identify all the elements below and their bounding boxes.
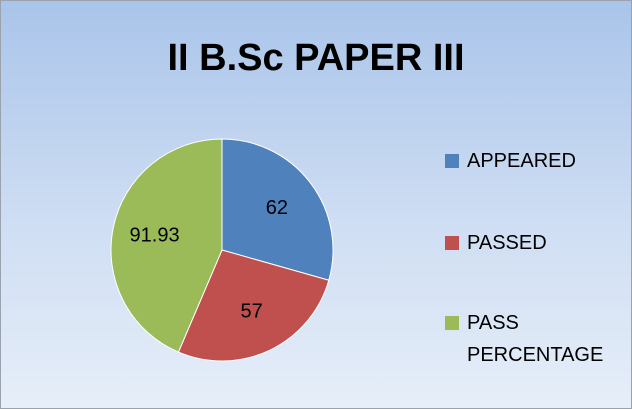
legend-label: APPEARED <box>467 150 576 172</box>
pie-slice <box>221 138 334 281</box>
data-label: 91.93 <box>130 225 180 247</box>
data-label: 62 <box>266 197 288 219</box>
legend-item: APPEARED <box>445 145 615 177</box>
chart-title: II B.Sc PAPER III <box>167 37 464 79</box>
legend-item: PASS PERCENTAGE <box>445 307 615 371</box>
legend-swatch <box>445 236 459 250</box>
legend-item: PASSED <box>445 227 615 259</box>
legend-swatch <box>445 316 459 330</box>
data-label: 57 <box>241 300 263 322</box>
legend-swatch <box>445 154 459 168</box>
pie-slice <box>177 249 330 362</box>
pie-slice <box>110 138 223 353</box>
legend-label: PASS PERCENTAGE <box>467 312 604 366</box>
legend-label: PASSED <box>467 232 547 254</box>
